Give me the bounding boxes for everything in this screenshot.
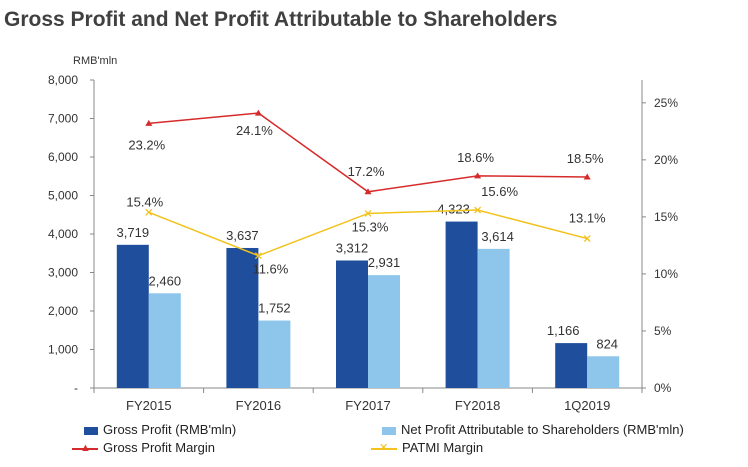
right-tick-label: 25% xyxy=(654,96,678,110)
gpm-marker xyxy=(583,173,591,180)
bar-net-profit xyxy=(477,248,510,388)
legend-label-patmi-margin: PATMI Margin xyxy=(402,440,484,455)
bar-gross-profit xyxy=(336,260,368,388)
patmi-marker xyxy=(145,208,153,216)
line-data-label: 15.6% xyxy=(481,184,518,199)
patmi-marker xyxy=(254,252,262,260)
legend-swatch-net-profit xyxy=(382,426,396,435)
bar-net-profit xyxy=(148,293,181,388)
left-tick-label: 5,000 xyxy=(48,189,78,203)
bar-net-profit xyxy=(587,356,620,388)
x-tick-label: FY2017 xyxy=(345,398,391,413)
left-tick-label: 8,000 xyxy=(48,73,78,87)
bar-data-label: 2,460 xyxy=(149,273,182,288)
bar-data-label: 4,323 xyxy=(437,202,470,217)
patmi-marker xyxy=(364,210,372,217)
legend-label-net-profit: Net Profit Attributable to Shareholders … xyxy=(401,422,684,437)
bar-gross-profit xyxy=(555,343,588,388)
left-tick-label: 2,000 xyxy=(48,304,78,318)
line-data-label: 18.5% xyxy=(567,151,604,166)
right-tick-label: 15% xyxy=(654,210,678,224)
line-data-label: 15.4% xyxy=(126,194,163,209)
line-data-label: 24.1% xyxy=(236,123,273,138)
bar-net-profit xyxy=(368,275,400,388)
bar-data-label: 3,719 xyxy=(117,225,150,240)
gpm-marker xyxy=(254,109,262,116)
legend-patmi-margin: ✕ PATMI Margin xyxy=(371,440,483,455)
line-data-label: 17.2% xyxy=(348,164,385,179)
legend-swatch-gross-profit xyxy=(84,426,98,435)
bar-data-label: 1,166 xyxy=(547,323,580,338)
bar-net-profit xyxy=(258,320,291,388)
bar-data-label: 2,931 xyxy=(368,255,401,270)
legend-label-gross-profit: Gross Profit (RMB'mln) xyxy=(103,422,237,437)
bar-gross-profit xyxy=(445,221,478,388)
x-tick-label: 1Q2019 xyxy=(564,398,610,413)
line-data-label: 13.1% xyxy=(569,211,606,226)
left-tick-label: 4,000 xyxy=(48,227,78,241)
legend-net-profit: Net Profit Attributable to Shareholders … xyxy=(382,422,684,437)
right-tick-label: 0% xyxy=(654,381,672,395)
gpm-marker xyxy=(145,119,153,126)
right-tick-label: 10% xyxy=(654,267,678,281)
gpm-marker xyxy=(474,172,482,179)
bar-gross-profit xyxy=(116,244,149,388)
gpm-marker xyxy=(364,188,372,195)
line-data-label: 11.6% xyxy=(252,262,288,277)
line-data-label: 23.2% xyxy=(128,137,165,152)
bar-data-label: 3,614 xyxy=(481,229,514,244)
x-tick-label: FY2018 xyxy=(455,398,501,413)
legend-swatch-gross-profit-margin: ▲ xyxy=(72,442,98,454)
left-tick-label: 7,000 xyxy=(48,112,78,126)
patmi-marker xyxy=(583,235,591,243)
x-tick-label: FY2016 xyxy=(236,398,282,413)
bar-gross-profit xyxy=(226,247,259,388)
legend-gross-profit-margin: ▲ Gross Profit Margin xyxy=(72,440,215,455)
legend-label-gross-profit-margin: Gross Profit Margin xyxy=(103,440,215,455)
legend-gross-profit: Gross Profit (RMB'mln) xyxy=(84,422,236,437)
bar-data-label: 824 xyxy=(596,336,618,351)
bar-data-label: 3,312 xyxy=(336,240,369,255)
line-data-label: 15.3% xyxy=(352,219,389,234)
bar-data-label: 1,752 xyxy=(258,301,291,316)
left-tick-label: 6,000 xyxy=(48,150,78,164)
right-tick-label: 20% xyxy=(654,153,678,167)
bar-data-label: 3,637 xyxy=(226,228,259,243)
left-tick-label: 1,000 xyxy=(48,343,78,357)
y-unit-label: RMB'mln xyxy=(73,55,117,67)
right-tick-label: 5% xyxy=(654,324,672,338)
left-tick-label: 3,000 xyxy=(48,266,78,280)
patmi-marker xyxy=(474,206,482,214)
chart-title: Gross Profit and Net Profit Attributable… xyxy=(4,8,558,31)
legend-swatch-patmi-margin: ✕ xyxy=(371,442,397,454)
gross-profit-margin-line xyxy=(148,112,588,193)
left-tick-label: - xyxy=(74,381,78,395)
line-data-label: 18.6% xyxy=(457,150,494,165)
x-tick-label: FY2015 xyxy=(126,398,172,413)
